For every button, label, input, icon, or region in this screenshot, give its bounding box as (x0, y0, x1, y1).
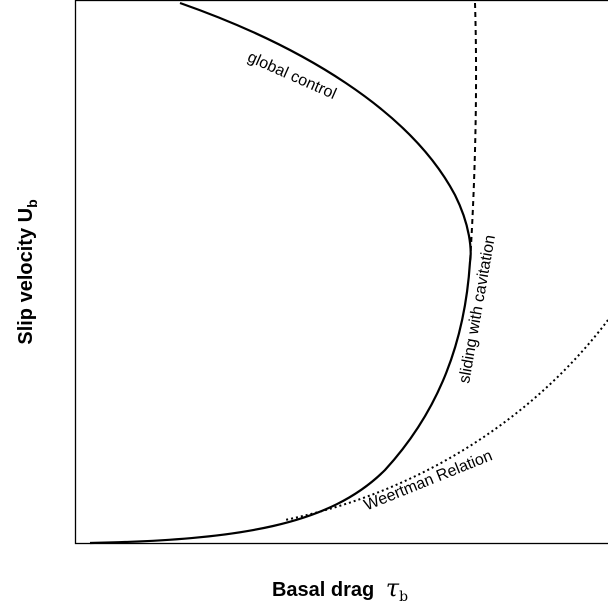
dotted-curve (284, 319, 608, 521)
annotation: Weertman Relation (362, 447, 495, 514)
y-label-subscript: b (24, 199, 40, 208)
annotation: global control (245, 49, 339, 103)
plot-frame (74, 0, 608, 545)
x-label-text: Basal drag (272, 579, 374, 601)
dashed-curve (469, 2, 478, 263)
x-label-subscript: b (399, 589, 408, 605)
annotation: sliding with cavitation (456, 234, 499, 385)
solid-curve (89, 1, 472, 545)
x-axis-label: Basal drag τb (272, 574, 408, 605)
y-axis-label: Slip velocity Ub (15, 199, 40, 344)
y-label-text: Slip velocity U (15, 208, 37, 345)
x-label-symbol: τ (386, 574, 400, 602)
